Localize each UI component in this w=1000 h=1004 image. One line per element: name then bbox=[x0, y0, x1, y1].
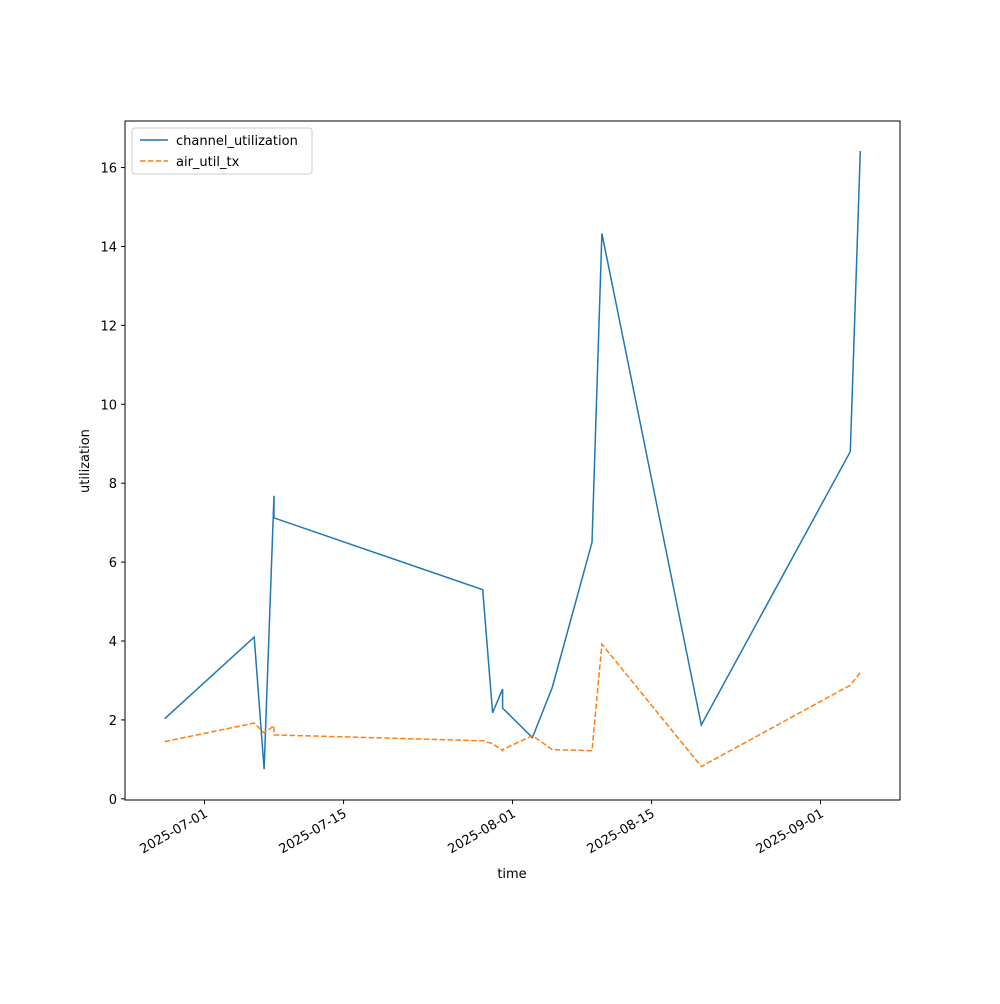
y-tick-label: 0 bbox=[109, 793, 117, 808]
y-tick-label: 2 bbox=[109, 714, 117, 729]
y-tick-label: 10 bbox=[100, 398, 117, 413]
y-tick-label: 14 bbox=[100, 240, 117, 255]
y-tick-label: 8 bbox=[109, 477, 117, 492]
y-axis-label: utilization bbox=[78, 429, 93, 493]
x-axis-label: time bbox=[497, 867, 526, 882]
legend-box bbox=[131, 127, 313, 175]
y-tick-label: 16 bbox=[100, 162, 117, 177]
plot-frame bbox=[124, 120, 901, 801]
x-tick-label: 2025-07-01 bbox=[138, 806, 211, 857]
x-tick-label: 2025-07-15 bbox=[277, 806, 350, 857]
legend: channel_utilization air_util_tx bbox=[131, 127, 313, 175]
y-tick-label: 4 bbox=[109, 635, 117, 650]
x-tick-label: 2025-09-01 bbox=[754, 806, 827, 857]
legend-label: air_util_tx bbox=[176, 155, 240, 170]
y-tick-label: 6 bbox=[109, 556, 117, 571]
y-tick-label: 12 bbox=[100, 319, 117, 334]
series-line bbox=[164, 150, 862, 770]
legend-label: channel_utilization bbox=[176, 134, 298, 149]
x-tick-label: 2025-08-15 bbox=[585, 806, 658, 857]
series-line bbox=[164, 642, 861, 768]
x-tick-label: 2025-08-01 bbox=[446, 806, 519, 857]
